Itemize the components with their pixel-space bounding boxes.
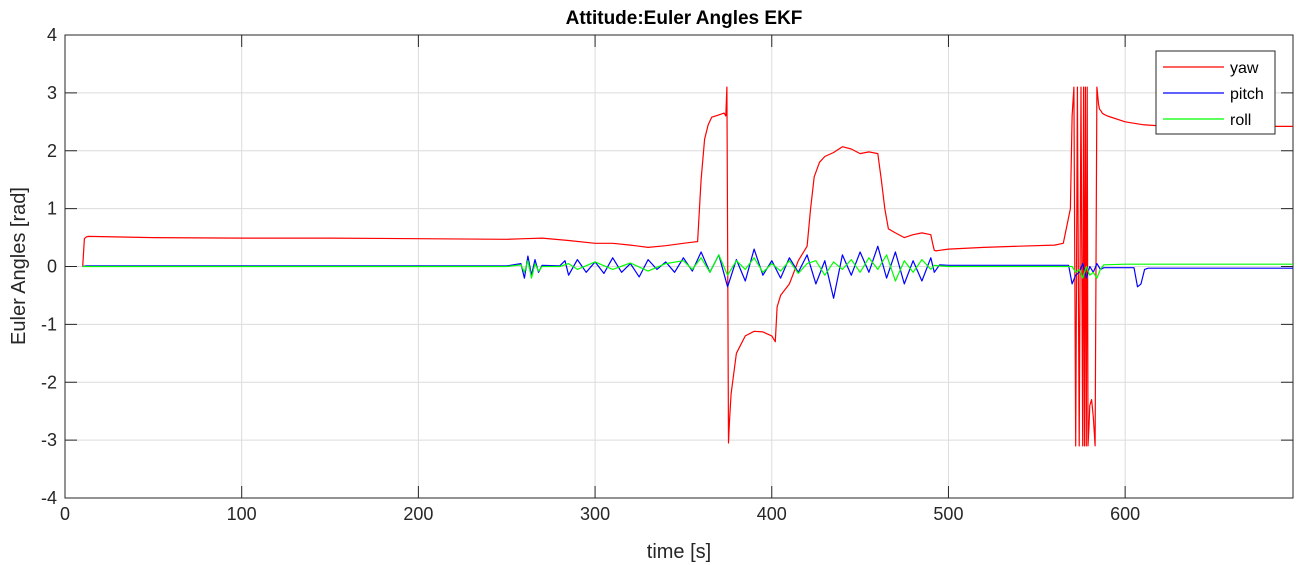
x-tick-label: 300 <box>580 504 610 524</box>
series-line-roll <box>82 254 1293 282</box>
y-axis-label: Euler Angles [rad] <box>8 187 30 345</box>
y-tick-label: 4 <box>47 25 57 45</box>
x-tick-label: 0 <box>60 504 70 524</box>
series-line-pitch <box>82 245 1293 299</box>
legend-label-pitch: pitch <box>1230 86 1264 103</box>
series-line-yaw <box>82 86 1293 447</box>
x-tick-label: 400 <box>757 504 787 524</box>
x-tick-label: 100 <box>227 504 257 524</box>
x-tick-label: 500 <box>933 504 963 524</box>
y-tick-label: 1 <box>47 199 57 219</box>
legend-label-roll: roll <box>1230 112 1251 129</box>
series-lines <box>82 86 1293 447</box>
y-tick-label: -3 <box>41 430 57 450</box>
y-tick-label: 3 <box>47 83 57 103</box>
y-tick-label: 0 <box>47 257 57 277</box>
x-axis-label: time [s] <box>647 541 711 563</box>
x-tick-label: 600 <box>1110 504 1140 524</box>
legend: yaw pitch roll <box>1155 50 1276 135</box>
axis-ticks: 0 100 200 300 400 500 600 -4 -3 -2 -1 0 1 2 3 4 <box>41 25 1293 524</box>
y-tick-label: -2 <box>41 372 57 392</box>
y-tick-label: -1 <box>41 314 57 334</box>
legend-label-yaw: yaw <box>1230 60 1259 77</box>
y-tick-label: -4 <box>41 488 57 508</box>
y-tick-label: 2 <box>47 141 57 161</box>
x-tick-label: 200 <box>403 504 433 524</box>
chart-title: Attitude:Euler Angles EKF <box>566 8 803 29</box>
